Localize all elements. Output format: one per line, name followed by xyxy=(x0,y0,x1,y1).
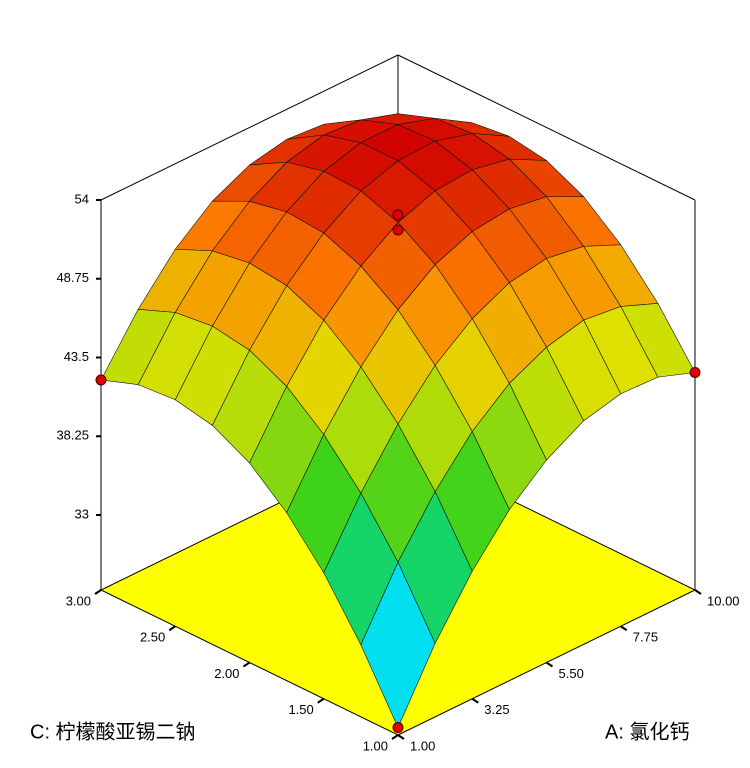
y-tick xyxy=(168,625,176,632)
design-point xyxy=(95,374,107,386)
design-point xyxy=(689,367,701,378)
x-tick xyxy=(397,734,405,740)
x-tick xyxy=(471,697,479,704)
y-tick xyxy=(391,734,399,740)
z-tick-label: 54 xyxy=(75,191,89,206)
x-tick-label: 5.50 xyxy=(559,666,584,681)
x-tick-label: 7.75 xyxy=(633,630,658,645)
z-tick-label: 33 xyxy=(75,506,89,521)
y-tick-label: 2.00 xyxy=(214,666,239,681)
x-axis-title: A: 氯化钙 xyxy=(605,720,689,743)
z-tick-label: 38.25 xyxy=(56,428,89,443)
x-tick-label: 10.00 xyxy=(707,593,740,608)
x-tick xyxy=(694,589,702,595)
design-point xyxy=(392,209,404,221)
box-edge xyxy=(100,54,399,201)
z-tick-label: 43.5 xyxy=(64,349,89,364)
x-tick-label: 3.25 xyxy=(484,702,509,717)
design-point xyxy=(392,722,404,733)
x-tick-label: 1.00 xyxy=(410,738,435,753)
z-tick-label: 48.75 xyxy=(56,270,89,285)
y-tick xyxy=(317,697,325,704)
y-tick-label: 3.00 xyxy=(66,593,91,608)
y-tick-label: 2.50 xyxy=(140,630,165,645)
design-point xyxy=(392,224,404,236)
y-tick-label: 1.50 xyxy=(288,702,313,717)
surface-cell xyxy=(360,561,436,729)
x-tick xyxy=(545,661,554,668)
y-tick xyxy=(94,589,102,595)
y-tick-label: 1.00 xyxy=(363,738,388,753)
x-tick xyxy=(620,625,628,632)
y-tick xyxy=(242,661,251,668)
box-edge xyxy=(397,54,696,201)
y-axis-title: C: 柠檬酸亚锡二钠 xyxy=(30,720,196,743)
